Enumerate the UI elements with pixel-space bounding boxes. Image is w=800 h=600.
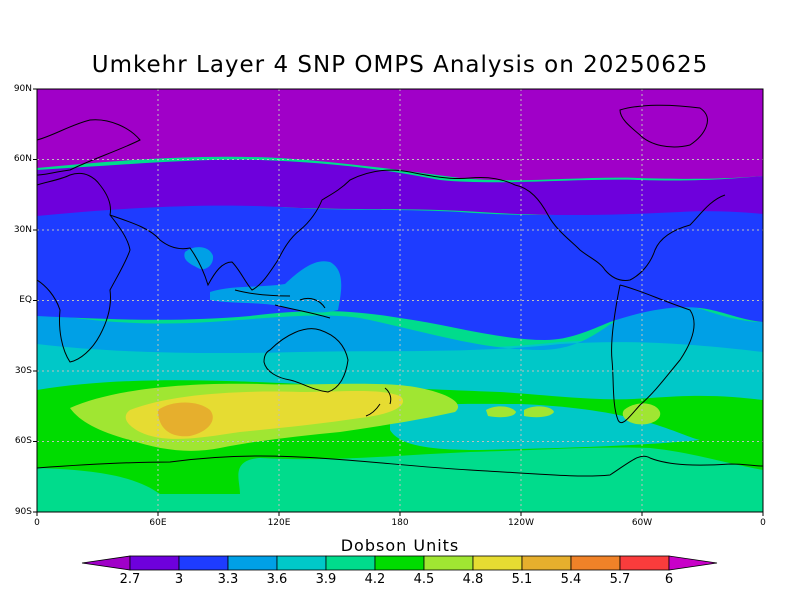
field-patch-3-6-india xyxy=(184,247,214,270)
colorbar-tick-label: 5.4 xyxy=(560,572,582,587)
colorbar-tick-label: 4.8 xyxy=(462,572,484,587)
field-band-5-4 xyxy=(158,402,213,437)
map-title: Umkehr Layer 4 SNP OMPS Analysis on 2025… xyxy=(91,52,709,78)
coast-antarctica xyxy=(37,455,763,477)
coast-indonesia xyxy=(234,289,331,319)
lat-label-90n: 90N xyxy=(13,84,32,94)
field-band-3-9-south xyxy=(390,403,700,450)
lat-label-60s: 60S xyxy=(14,436,32,446)
lat-label-eq: EQ xyxy=(19,295,32,305)
colorbar-box xyxy=(472,555,523,571)
colorbar-tick-label: 3.3 xyxy=(217,572,239,587)
field-patch-pacific-2 xyxy=(524,406,554,418)
lat-label-30n: 30N xyxy=(13,225,32,235)
field-patch-pacific-1 xyxy=(486,406,516,418)
field-band-2-7 xyxy=(37,159,763,216)
colorbar-box xyxy=(276,555,327,571)
coast-australia xyxy=(263,328,349,393)
colorbar-box xyxy=(570,555,621,571)
colorbar-box xyxy=(521,555,572,571)
lat-label-30s: 30S xyxy=(14,366,32,376)
coast-south-america xyxy=(611,284,695,424)
lon-label-120w: 120W xyxy=(507,518,535,528)
coast-asia xyxy=(109,169,516,291)
colorbar-tick-label: 5.7 xyxy=(609,572,631,587)
colorbar-tick-label: 5.1 xyxy=(511,572,533,587)
colorbar-tick-label: 3.6 xyxy=(266,572,288,587)
lon-label-120e: 120E xyxy=(267,518,291,528)
colorbar-box xyxy=(325,555,376,571)
colorbar-arrow-low xyxy=(81,555,131,571)
colorbar-box xyxy=(619,555,670,571)
coast-africa xyxy=(37,172,131,363)
coast-new-zealand xyxy=(365,387,392,417)
colorbar xyxy=(81,555,718,571)
colorbar-tick-label: 4.2 xyxy=(364,572,386,587)
colorbar-tick-label: 6 xyxy=(664,572,674,587)
coast-europe xyxy=(37,119,141,176)
colorbar-tick-label: 3 xyxy=(174,572,184,587)
colorbar-box xyxy=(129,555,180,571)
lon-label-60w: 60W xyxy=(631,518,653,528)
colorbar-tick-label: 2.7 xyxy=(119,572,141,587)
coast-greenland xyxy=(619,104,708,148)
lon-label-0-right: 0 xyxy=(760,518,766,528)
lon-label-0-left: 0 xyxy=(34,518,40,528)
coast-north-america xyxy=(514,184,726,281)
lat-label-60n: 60N xyxy=(13,154,32,164)
colorbar-tick-label: 4.5 xyxy=(413,572,435,587)
field-patch-3-6-tropics xyxy=(210,261,342,313)
colorbar-title: Dobson Units xyxy=(340,536,460,555)
field-patch-atlantic xyxy=(622,403,661,425)
lon-label-180: 180 xyxy=(391,518,409,528)
colorbar-tick-label: 3.9 xyxy=(315,572,337,587)
colorbar-box xyxy=(227,555,278,571)
colorbar-box xyxy=(374,555,425,571)
colorbar-arrow-high xyxy=(668,555,718,571)
field-band-3-3 xyxy=(37,203,763,340)
lon-label-60e: 60E xyxy=(149,518,167,528)
lat-label-90s: 90S xyxy=(14,507,32,517)
axis-ticks xyxy=(33,88,764,516)
coastlines xyxy=(37,104,763,477)
colorbar-box xyxy=(178,555,229,571)
graticule xyxy=(37,89,763,512)
colorbar-box xyxy=(423,555,474,571)
